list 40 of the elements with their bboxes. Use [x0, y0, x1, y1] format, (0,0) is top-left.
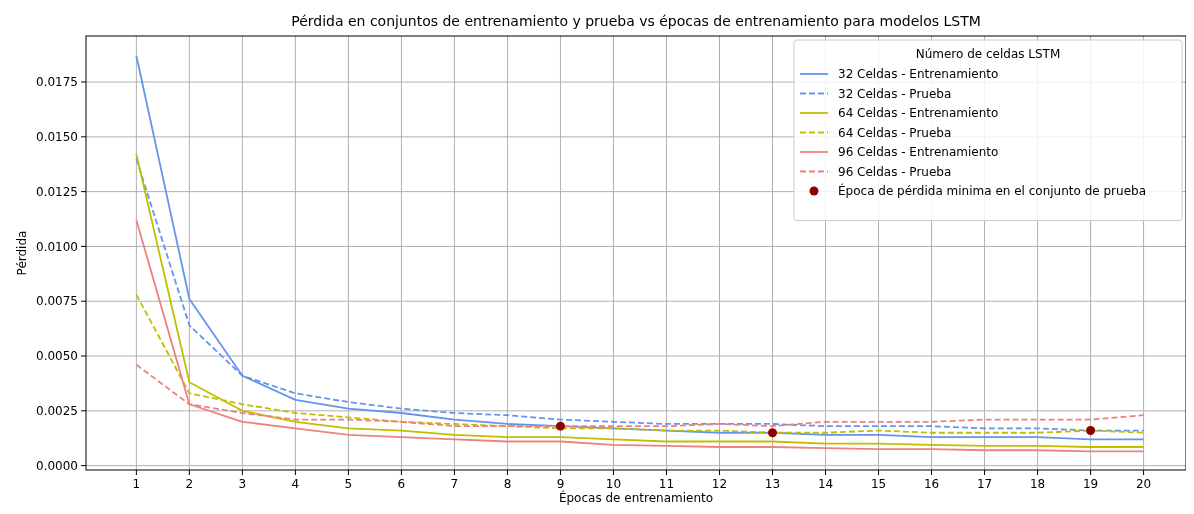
- y-tick-label: 0.0150: [36, 130, 78, 145]
- x-tick-label: 13: [764, 477, 781, 491]
- chart-title: Pérdida en conjuntos de entrenamiento y prueba vs épocas de entrenamiento para modelos LSTM: [291, 13, 981, 29]
- legend-label: 64 Celdas - Prueba: [838, 125, 952, 140]
- x-tick-label: 5: [344, 477, 353, 491]
- x-tick-label: 18: [1029, 477, 1046, 491]
- y-tick-label: 0.0025: [36, 404, 78, 419]
- x-tick-label: 12: [711, 477, 728, 491]
- x-tick-label: 15: [870, 477, 887, 491]
- legend-label: 96 Celdas - Entrenamiento: [838, 145, 999, 159]
- x-tick-label: 8: [503, 477, 512, 491]
- x-tick-label: 19: [1082, 477, 1099, 491]
- x-tick-label: 11: [658, 477, 675, 491]
- y-tick-label: 0.0000: [36, 458, 78, 473]
- x-tick-label: 2: [185, 477, 194, 491]
- x-tick-label: 1: [132, 477, 141, 491]
- y-tick-label: 0.0175: [36, 75, 78, 90]
- legend-label: 64 Celdas - Entrenamiento: [838, 106, 999, 120]
- line-series: [135, 219, 1145, 453]
- x-tick-label: 9: [556, 477, 565, 491]
- x-tick-label: 4: [291, 477, 300, 491]
- legend-label: 32 Celdas - Entrenamiento: [838, 67, 999, 81]
- x-tick-label: 3: [238, 477, 247, 491]
- y-tick-label: 0.0100: [36, 239, 78, 254]
- legend-title: Número de celdas LSTM: [915, 47, 1061, 61]
- y-tick-label: 0.0050: [36, 349, 78, 364]
- x-axis-title: Épocas de entrenamiento: [558, 490, 714, 505]
- legend-label: 32 Celdas - Prueba: [838, 86, 952, 101]
- y-tick-label: 0.0075: [36, 294, 78, 309]
- x-tick-label: 20: [1135, 477, 1152, 491]
- x-tick-label: 10: [605, 477, 622, 491]
- x-tick-label: 14: [817, 477, 834, 491]
- y-tick-label: 0.0125: [36, 184, 78, 199]
- x-tick-label: 17: [976, 477, 993, 491]
- legend-label: Época de pérdida minima en el conjunto de prueba: [838, 183, 1147, 198]
- x-tick-label: 16: [923, 477, 940, 491]
- legend-label: 96 Celdas - Prueba: [838, 164, 952, 179]
- x-tick-label: 6: [397, 477, 406, 491]
- y-axis-title: Pérdida: [15, 230, 29, 276]
- x-tick-label: 7: [450, 477, 459, 491]
